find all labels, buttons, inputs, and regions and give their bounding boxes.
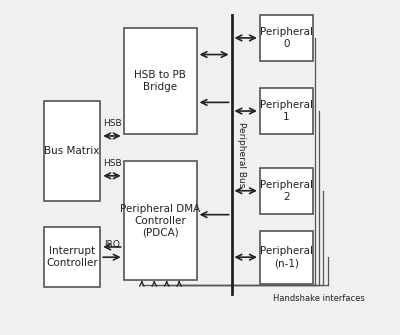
Text: Bus Matrix: Bus Matrix: [44, 146, 100, 156]
FancyBboxPatch shape: [124, 161, 197, 280]
FancyBboxPatch shape: [260, 230, 313, 284]
FancyBboxPatch shape: [260, 168, 313, 214]
Text: Handshake interfaces: Handshake interfaces: [273, 294, 365, 303]
Text: IRQ: IRQ: [104, 240, 120, 249]
Text: Peripheral
(n-1): Peripheral (n-1): [260, 247, 313, 268]
FancyBboxPatch shape: [44, 101, 100, 201]
FancyBboxPatch shape: [260, 88, 313, 134]
Text: HSB to PB
Bridge: HSB to PB Bridge: [134, 70, 186, 92]
Text: HSB: HSB: [103, 119, 121, 128]
Text: Interrupt
Controller: Interrupt Controller: [46, 247, 98, 268]
Text: Peripheral Bus: Peripheral Bus: [236, 122, 246, 187]
Text: Peripheral
1: Peripheral 1: [260, 100, 313, 122]
Text: Peripheral DMA
Controller
(PDCA): Peripheral DMA Controller (PDCA): [120, 204, 200, 237]
FancyBboxPatch shape: [124, 28, 197, 134]
FancyBboxPatch shape: [44, 227, 100, 287]
FancyBboxPatch shape: [260, 15, 313, 61]
Text: HSB: HSB: [103, 158, 121, 168]
Text: Peripheral
2: Peripheral 2: [260, 180, 313, 202]
Text: Peripheral
0: Peripheral 0: [260, 27, 313, 49]
